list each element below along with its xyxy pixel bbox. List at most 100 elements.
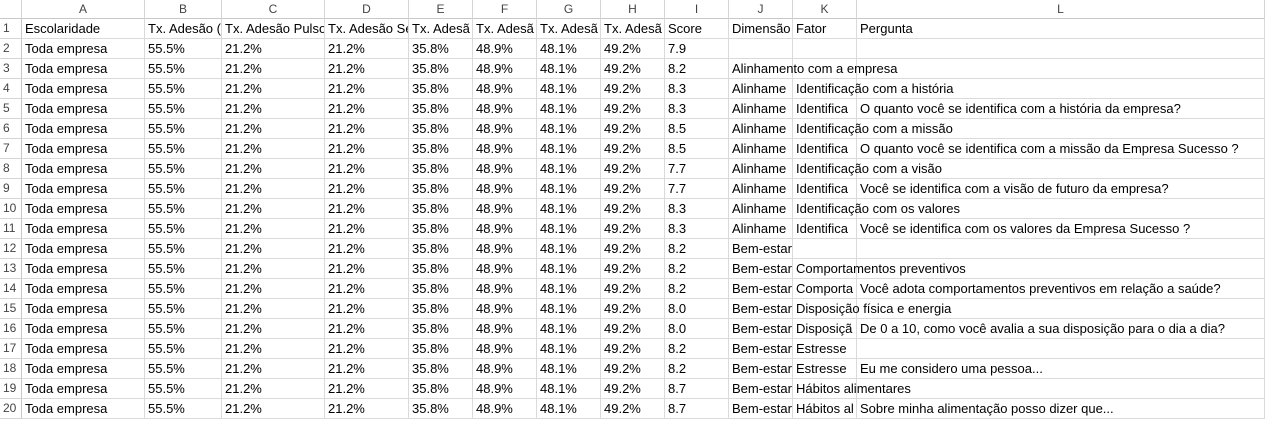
cell[interactable] xyxy=(409,179,473,199)
cell[interactable] xyxy=(325,259,409,279)
cell[interactable] xyxy=(793,359,857,379)
cell[interactable] xyxy=(22,299,145,319)
cell[interactable] xyxy=(473,319,537,339)
row-header[interactable]: 20 xyxy=(0,399,22,419)
cell[interactable] xyxy=(22,39,145,59)
cell[interactable] xyxy=(601,379,665,399)
cell[interactable] xyxy=(537,319,601,339)
cell[interactable] xyxy=(145,39,222,59)
cell[interactable] xyxy=(222,199,325,219)
cell[interactable] xyxy=(409,279,473,299)
cell[interactable] xyxy=(473,339,537,359)
cell[interactable] xyxy=(793,199,857,219)
cell[interactable] xyxy=(793,259,857,279)
cell[interactable] xyxy=(729,119,793,139)
cell[interactable] xyxy=(222,39,325,59)
cell[interactable] xyxy=(325,379,409,399)
cell[interactable] xyxy=(601,239,665,259)
cell[interactable] xyxy=(409,319,473,339)
cell[interactable] xyxy=(473,59,537,79)
cell[interactable] xyxy=(22,179,145,199)
cell[interactable] xyxy=(473,139,537,159)
cell[interactable] xyxy=(665,79,729,99)
cell[interactable] xyxy=(325,119,409,139)
cell[interactable] xyxy=(473,259,537,279)
cell[interactable] xyxy=(665,199,729,219)
cell[interactable] xyxy=(537,279,601,299)
row-header[interactable]: 5 xyxy=(0,99,22,119)
cell[interactable] xyxy=(473,39,537,59)
cell[interactable] xyxy=(665,259,729,279)
cell[interactable] xyxy=(409,359,473,379)
cell[interactable] xyxy=(537,159,601,179)
cell[interactable] xyxy=(473,79,537,99)
cell[interactable] xyxy=(222,339,325,359)
cell[interactable] xyxy=(793,19,857,39)
cell[interactable] xyxy=(22,339,145,359)
cell[interactable] xyxy=(22,319,145,339)
cell[interactable] xyxy=(145,279,222,299)
row-header[interactable]: 17 xyxy=(0,339,22,359)
cell[interactable] xyxy=(601,199,665,219)
cell[interactable] xyxy=(729,279,793,299)
cell[interactable] xyxy=(222,119,325,139)
cell[interactable] xyxy=(793,79,857,99)
cell[interactable] xyxy=(665,319,729,339)
row-header[interactable]: 10 xyxy=(0,199,22,219)
row-header[interactable]: 12 xyxy=(0,239,22,259)
cell[interactable] xyxy=(601,99,665,119)
cell[interactable] xyxy=(729,139,793,159)
cell[interactable] xyxy=(409,399,473,419)
cell[interactable] xyxy=(409,99,473,119)
cell[interactable] xyxy=(729,379,793,399)
cell[interactable] xyxy=(665,279,729,299)
cell[interactable] xyxy=(409,119,473,139)
column-header[interactable]: I xyxy=(665,0,729,19)
cell[interactable] xyxy=(729,19,793,39)
cell[interactable] xyxy=(537,259,601,279)
cell[interactable] xyxy=(729,99,793,119)
cell[interactable] xyxy=(729,59,793,79)
cell[interactable] xyxy=(22,379,145,399)
cell[interactable] xyxy=(145,239,222,259)
cell[interactable] xyxy=(665,339,729,359)
cell[interactable] xyxy=(537,219,601,239)
cell[interactable] xyxy=(473,179,537,199)
cell[interactable] xyxy=(473,119,537,139)
cell[interactable] xyxy=(793,119,857,139)
cell[interactable] xyxy=(145,199,222,219)
column-header[interactable]: E xyxy=(409,0,473,19)
cell[interactable] xyxy=(325,179,409,199)
cell[interactable] xyxy=(145,399,222,419)
cell[interactable] xyxy=(222,19,325,39)
cell[interactable] xyxy=(729,339,793,359)
cell[interactable] xyxy=(473,399,537,419)
cell[interactable] xyxy=(537,59,601,79)
cell[interactable] xyxy=(665,139,729,159)
cell[interactable] xyxy=(409,239,473,259)
cell[interactable] xyxy=(729,219,793,239)
cell[interactable] xyxy=(409,39,473,59)
cell[interactable] xyxy=(601,319,665,339)
cell[interactable] xyxy=(145,159,222,179)
cell[interactable] xyxy=(793,219,857,239)
cell[interactable] xyxy=(325,139,409,159)
row-header[interactable]: 8 xyxy=(0,159,22,179)
cell[interactable] xyxy=(222,259,325,279)
cell[interactable] xyxy=(325,279,409,299)
cell[interactable] xyxy=(793,339,857,359)
cell[interactable] xyxy=(409,79,473,99)
cell[interactable] xyxy=(409,159,473,179)
cell[interactable] xyxy=(222,59,325,79)
cell[interactable] xyxy=(222,99,325,119)
cell[interactable] xyxy=(22,279,145,299)
cell[interactable] xyxy=(601,39,665,59)
cell[interactable] xyxy=(793,319,857,339)
cell[interactable] xyxy=(537,399,601,419)
cell[interactable] xyxy=(537,379,601,399)
row-header[interactable]: 14 xyxy=(0,279,22,299)
cell[interactable] xyxy=(222,159,325,179)
row-header[interactable]: 18 xyxy=(0,359,22,379)
cell[interactable] xyxy=(325,219,409,239)
cell[interactable] xyxy=(145,59,222,79)
